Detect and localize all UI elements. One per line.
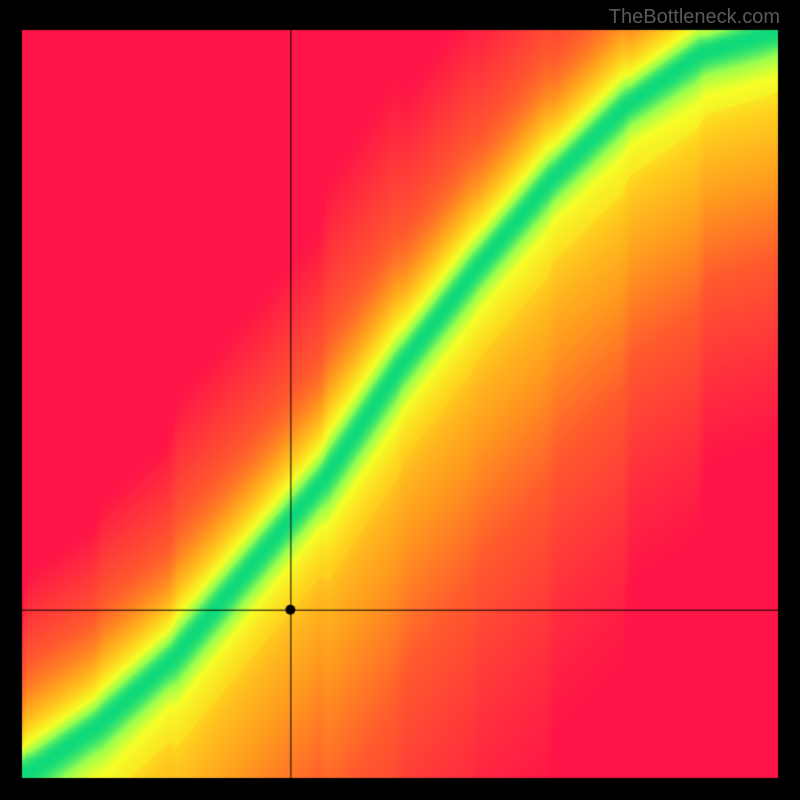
watermark-text: TheBottleneck.com bbox=[609, 6, 780, 29]
chart-container: TheBottleneck.com bbox=[0, 0, 800, 800]
heatmap-canvas bbox=[0, 0, 800, 800]
